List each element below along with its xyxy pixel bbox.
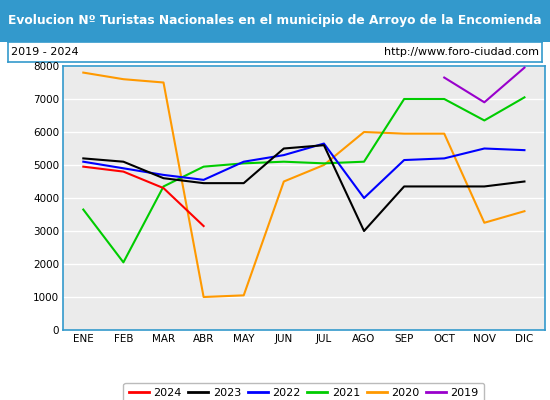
- Legend: 2024, 2023, 2022, 2021, 2020, 2019: 2024, 2023, 2022, 2021, 2020, 2019: [123, 382, 485, 400]
- Text: Evolucion Nº Turistas Nacionales en el municipio de Arroyo de la Encomienda: Evolucion Nº Turistas Nacionales en el m…: [8, 14, 542, 27]
- Text: 2019 - 2024: 2019 - 2024: [11, 47, 79, 57]
- Text: http://www.foro-ciudad.com: http://www.foro-ciudad.com: [384, 47, 539, 57]
